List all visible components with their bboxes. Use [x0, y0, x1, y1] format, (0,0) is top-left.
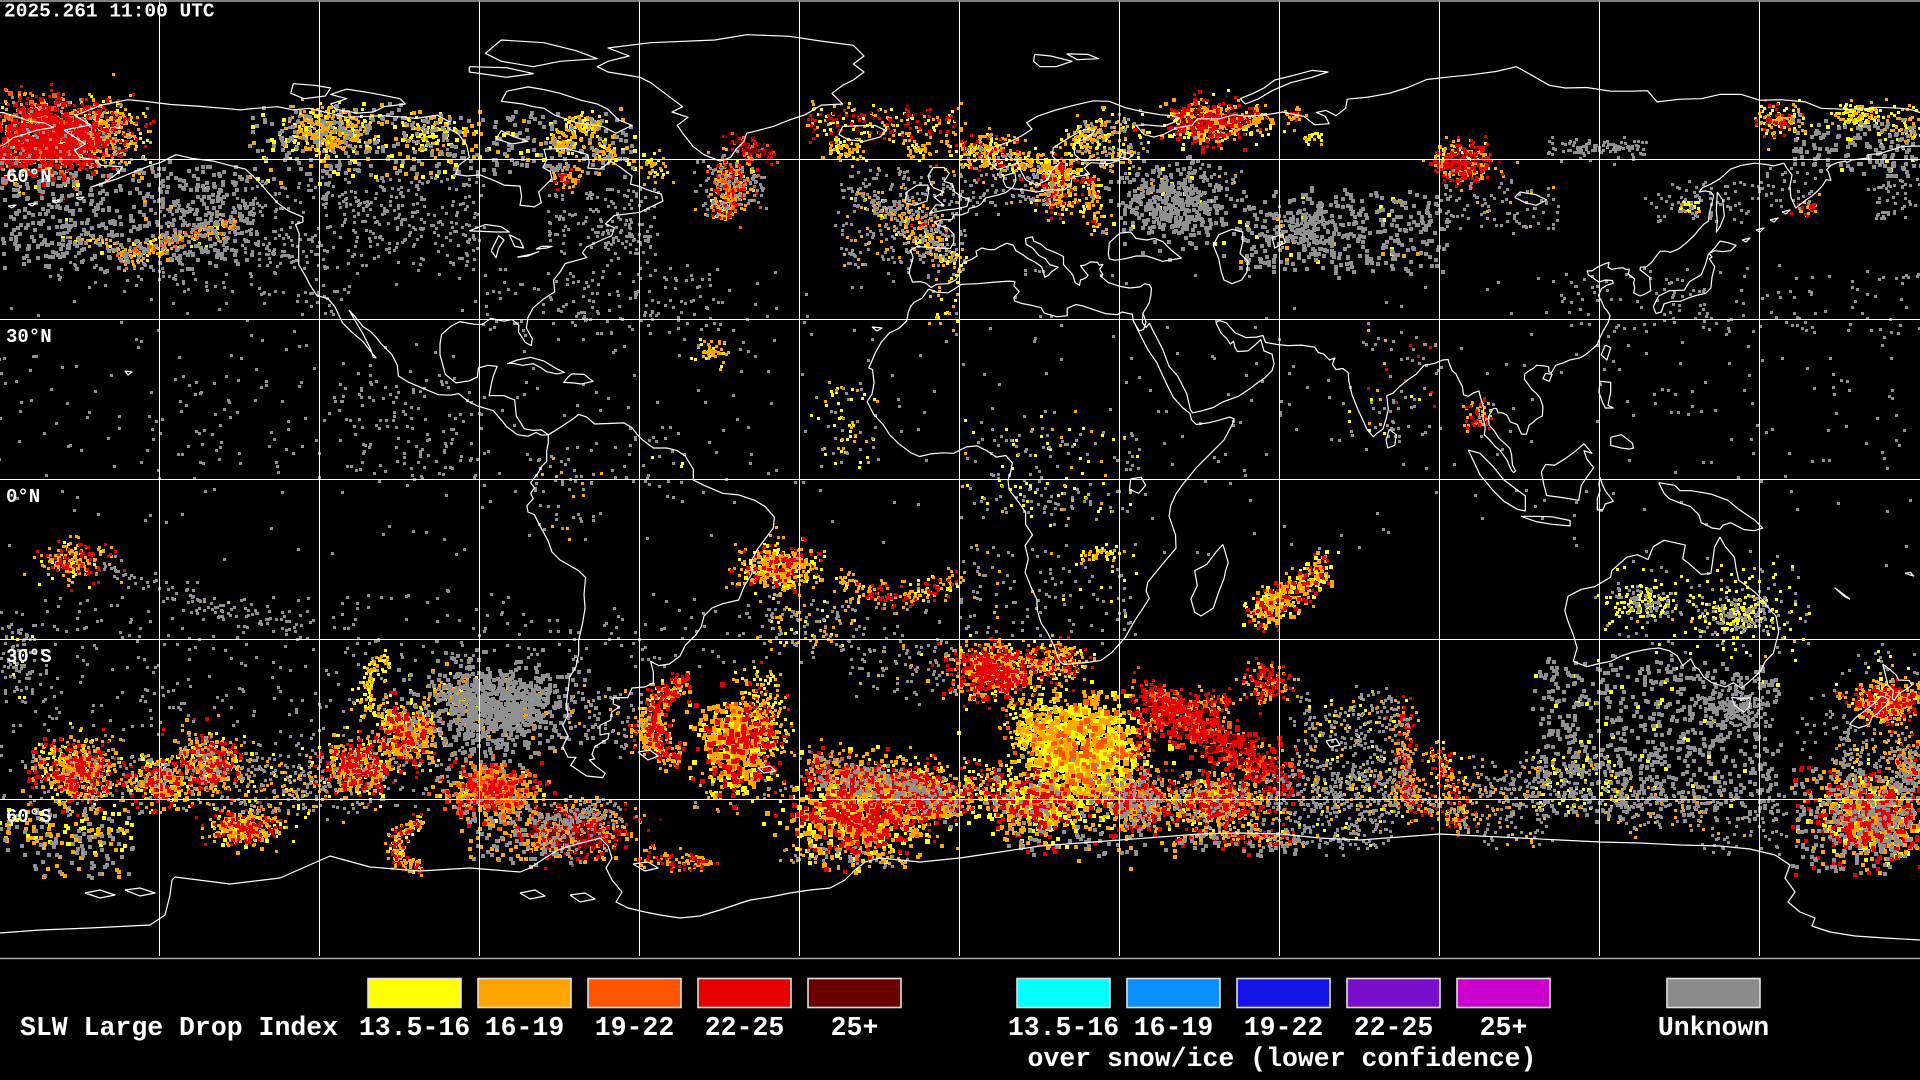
svg-text:25+: 25+	[1480, 1013, 1528, 1043]
svg-text:16-19: 16-19	[1134, 1013, 1214, 1043]
svg-text:30°N: 30°N	[6, 326, 52, 348]
svg-text:60°N: 60°N	[6, 166, 52, 188]
svg-text:13.5-16: 13.5-16	[1008, 1013, 1119, 1043]
svg-text:22-25: 22-25	[1354, 1013, 1434, 1043]
svg-text:0°N: 0°N	[6, 486, 40, 508]
svg-text:2025.261 11:00 UTC: 2025.261 11:00 UTC	[4, 1, 215, 23]
svg-text:30°S: 30°S	[6, 646, 52, 668]
svg-text:22-25: 22-25	[705, 1013, 785, 1043]
svg-text:60°S: 60°S	[6, 806, 52, 828]
svg-text:SLW Large Drop Index: SLW Large Drop Index	[20, 1013, 338, 1043]
svg-text:13.5-16: 13.5-16	[359, 1013, 470, 1043]
svg-text:Unknown: Unknown	[1658, 1013, 1769, 1043]
svg-text:19-22: 19-22	[1244, 1013, 1324, 1043]
svg-text:25+: 25+	[831, 1013, 879, 1043]
svg-text:16-19: 16-19	[485, 1013, 565, 1043]
svg-text:over snow/ice (lower confidenc: over snow/ice (lower confidence)	[1028, 1044, 1537, 1074]
svg-text:19-22: 19-22	[595, 1013, 675, 1043]
